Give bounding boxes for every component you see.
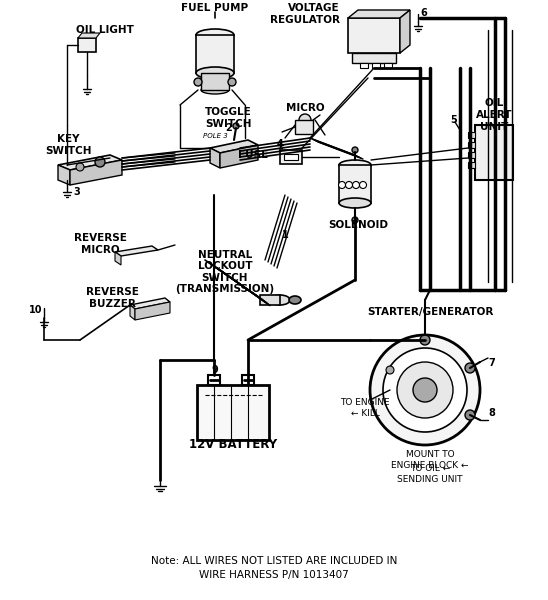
Text: 10: 10: [28, 305, 42, 315]
Text: VOLTAGE
REGULATOR: VOLTAGE REGULATOR: [270, 3, 340, 25]
Ellipse shape: [339, 160, 371, 170]
Polygon shape: [115, 252, 121, 265]
Text: 7: 7: [488, 358, 495, 368]
Circle shape: [352, 147, 358, 153]
Circle shape: [465, 363, 475, 373]
Circle shape: [299, 114, 311, 126]
Text: 9: 9: [212, 365, 218, 375]
Polygon shape: [210, 148, 220, 168]
Bar: [468, 142, 475, 148]
Text: 5: 5: [450, 115, 456, 125]
Circle shape: [194, 78, 202, 86]
Circle shape: [465, 410, 475, 420]
Bar: [339, 165, 371, 203]
Polygon shape: [400, 10, 410, 53]
Bar: [280, 150, 302, 164]
Text: MICRO: MICRO: [286, 103, 324, 113]
Bar: [384, 63, 392, 68]
Bar: [348, 18, 400, 53]
Text: 1: 1: [282, 230, 289, 240]
Bar: [295, 120, 313, 134]
Circle shape: [383, 348, 467, 432]
Bar: [352, 53, 396, 63]
Text: Note: ALL WIRES NOT LISTED ARE INCLUDED IN
WIRE HARNESS P/N 1013407: Note: ALL WIRES NOT LISTED ARE INCLUDED …: [151, 556, 397, 580]
Ellipse shape: [289, 296, 301, 304]
Bar: [372, 63, 380, 68]
Circle shape: [95, 157, 105, 167]
Circle shape: [413, 378, 437, 402]
Bar: [475, 125, 513, 180]
Ellipse shape: [196, 67, 234, 79]
Text: POLE 3: POLE 3: [203, 133, 227, 139]
Text: 12V BATTERY: 12V BATTERY: [189, 439, 277, 451]
Text: NEUTRAL
LOCKOUT
SWITCH
(TRANSMISSION): NEUTRAL LOCKOUT SWITCH (TRANSMISSION): [175, 250, 275, 295]
Circle shape: [370, 335, 480, 445]
Bar: [196, 35, 234, 73]
Circle shape: [420, 335, 430, 345]
Polygon shape: [58, 165, 70, 185]
Text: REVERSE
MICRO: REVERSE MICRO: [73, 233, 127, 255]
Bar: [201, 73, 229, 90]
Circle shape: [233, 123, 239, 129]
Text: 3: 3: [73, 187, 80, 197]
Text: FUEL PUMP: FUEL PUMP: [181, 3, 249, 13]
Circle shape: [386, 366, 394, 374]
Text: TOGGLE
SWITCH: TOGGLE SWITCH: [204, 107, 252, 129]
Bar: [284, 154, 298, 160]
Ellipse shape: [270, 295, 290, 305]
Ellipse shape: [196, 29, 234, 41]
Text: KEY
SWITCH: KEY SWITCH: [45, 134, 92, 156]
Circle shape: [397, 362, 453, 418]
Bar: [208, 375, 220, 385]
Polygon shape: [210, 140, 258, 153]
Text: MOUNT TO
ENGINE BLOCK ←: MOUNT TO ENGINE BLOCK ←: [391, 450, 469, 470]
Bar: [468, 162, 475, 168]
Circle shape: [352, 181, 359, 188]
Polygon shape: [135, 302, 170, 320]
Circle shape: [228, 78, 236, 86]
Text: STARTER/GENERATOR: STARTER/GENERATOR: [367, 307, 493, 317]
Text: REVERSE
BUZZER: REVERSE BUZZER: [85, 287, 139, 309]
Text: 6: 6: [420, 8, 427, 18]
Circle shape: [345, 181, 352, 188]
Bar: [360, 63, 368, 68]
Ellipse shape: [339, 198, 371, 208]
Text: 8: 8: [488, 408, 495, 418]
Text: FUSE: FUSE: [238, 150, 268, 160]
Text: TO ENGINE
← KILL: TO ENGINE ← KILL: [340, 398, 390, 418]
Polygon shape: [78, 33, 100, 38]
Bar: [242, 375, 254, 385]
Circle shape: [339, 181, 345, 188]
Bar: [260, 295, 280, 305]
Text: 2: 2: [225, 123, 232, 133]
Text: SOLENOID: SOLENOID: [328, 220, 388, 230]
Text: TO OIL ←
SENDING UNIT: TO OIL ← SENDING UNIT: [397, 464, 463, 484]
Polygon shape: [115, 246, 158, 256]
Bar: [468, 152, 475, 158]
Circle shape: [352, 217, 358, 223]
Polygon shape: [70, 160, 122, 185]
Bar: [197, 385, 269, 440]
Polygon shape: [58, 155, 122, 170]
Circle shape: [76, 163, 84, 171]
Text: 4: 4: [277, 139, 283, 149]
Polygon shape: [130, 298, 170, 309]
Ellipse shape: [201, 86, 229, 94]
Polygon shape: [220, 145, 258, 168]
Bar: [468, 132, 475, 138]
Polygon shape: [348, 10, 410, 18]
Text: OIL LIGHT: OIL LIGHT: [76, 25, 134, 35]
Bar: [78, 38, 96, 52]
Polygon shape: [130, 305, 135, 320]
Circle shape: [359, 181, 367, 188]
Text: OIL
ALERT
UNIT: OIL ALERT UNIT: [476, 98, 512, 131]
